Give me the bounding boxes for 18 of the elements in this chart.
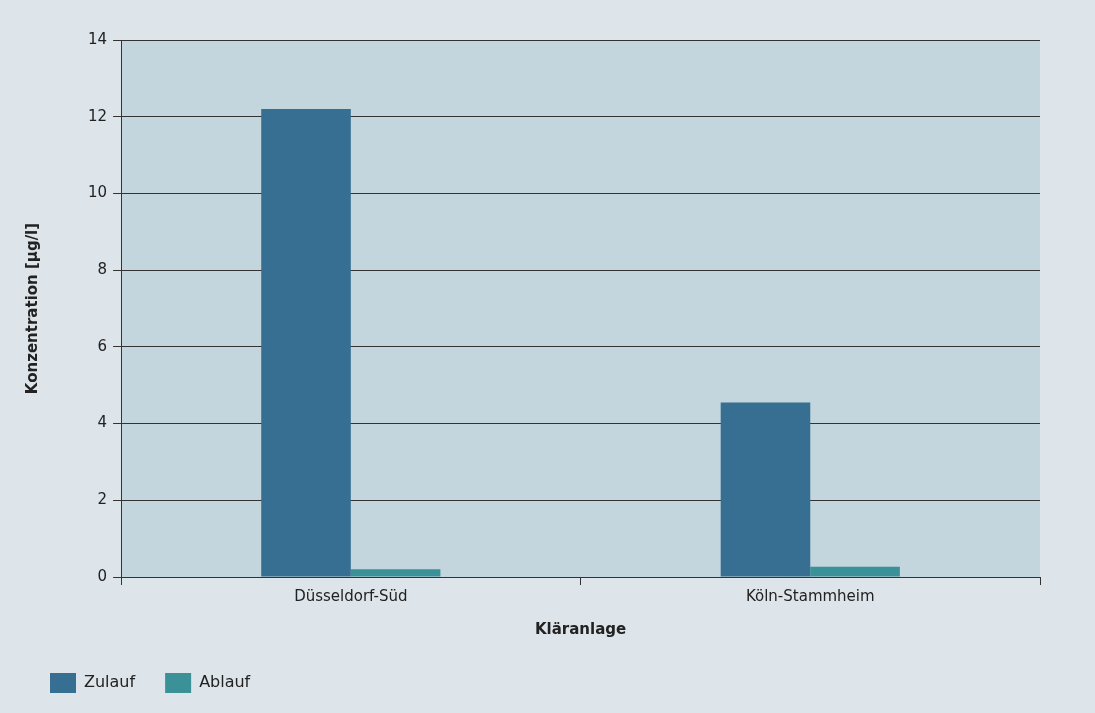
x-tick-label: Köln-Stammheim [745,586,875,605]
y-tick-label: 2 [97,490,108,509]
y-tick-label: 12 [87,106,108,125]
bar [720,402,811,577]
x-tick-label: Düsseldorf-Süd [294,586,408,605]
y-tick-label: 4 [97,413,108,432]
legend-label: Ablauf [199,672,251,692]
legend-label: Zulauf [84,672,136,692]
bar [810,566,900,577]
y-tick-label: 0 [97,566,108,585]
bar [261,109,351,577]
x-axis-title: Kläranlage [534,619,627,638]
y-tick-label: 6 [97,336,108,355]
y-tick-label: 10 [87,183,108,202]
y-tick-label: 14 [87,29,108,48]
y-axis-title: Konzentration [µg/l] [22,222,41,395]
bar [350,569,441,577]
y-tick-label: 8 [97,260,108,279]
